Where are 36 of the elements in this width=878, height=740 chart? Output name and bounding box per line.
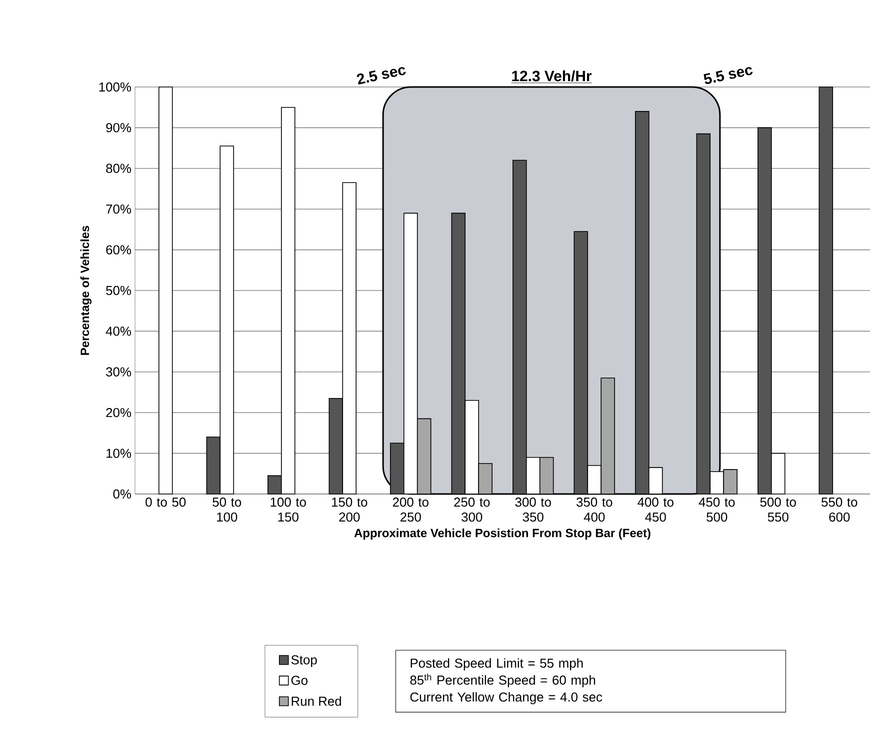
- y-axis-title: Percentage of Vehicles: [80, 226, 92, 355]
- legend-label: Stop: [291, 655, 317, 667]
- x-tick-label: 550 to 600: [822, 498, 858, 522]
- x-tick-label: 500 to 550: [760, 498, 796, 522]
- text: 85$^{th}$ Percentile Speed = 60 mph: [410, 674, 596, 688]
- x-tick-label: 250 to 300: [454, 498, 490, 522]
- legend-label: Run Red: [292, 696, 342, 706]
- bar: [158, 86, 173, 494]
- legend-label: Go: [291, 676, 308, 685]
- text: Current Yellow Change = 4.0 sec: [410, 692, 602, 704]
- x-tick-label: 200 to 250: [392, 498, 428, 522]
- x-axis-title: Approximate Vehicle Posistion From Stop Bar (Feet): [354, 528, 650, 540]
- band-label: 12.3 Veh/Hr: [512, 70, 592, 82]
- y-tick-label: 20%: [106, 408, 132, 418]
- y-tick-label: 70%: [106, 204, 132, 214]
- y-tick-label: 30%: [106, 367, 132, 376]
- y-tick-label: 40%: [106, 326, 132, 336]
- y-tick-label: 0%: [113, 489, 132, 499]
- text: 2.5 sec: [356, 67, 406, 84]
- y-tick-label: 60%: [106, 245, 132, 254]
- y-tick-label: 100%: [99, 82, 132, 92]
- y-tick-label: 10%: [106, 448, 132, 458]
- x-tick-label: 150 to 200: [332, 498, 368, 522]
- text: Posted Speed Limit = 55 mph: [410, 658, 583, 670]
- x-tick-label: 400 to 450: [638, 498, 674, 522]
- y-tick-label: 50%: [106, 286, 132, 296]
- x-tick-label: 300 to 350: [515, 498, 551, 522]
- y-tick-label: 90%: [106, 123, 132, 132]
- x-tick-label: 450 to 500: [698, 498, 735, 522]
- text: 5.5 sec: [704, 67, 753, 84]
- y-tick-label: 80%: [106, 164, 132, 173]
- bar: [818, 86, 834, 494]
- x-tick-label: 0 to 50: [146, 498, 186, 507]
- x-tick-label: 100 to 150: [270, 498, 306, 522]
- x-tick-label: 50 to 100: [212, 498, 242, 522]
- x-tick-label: 350 to 400: [576, 498, 612, 522]
